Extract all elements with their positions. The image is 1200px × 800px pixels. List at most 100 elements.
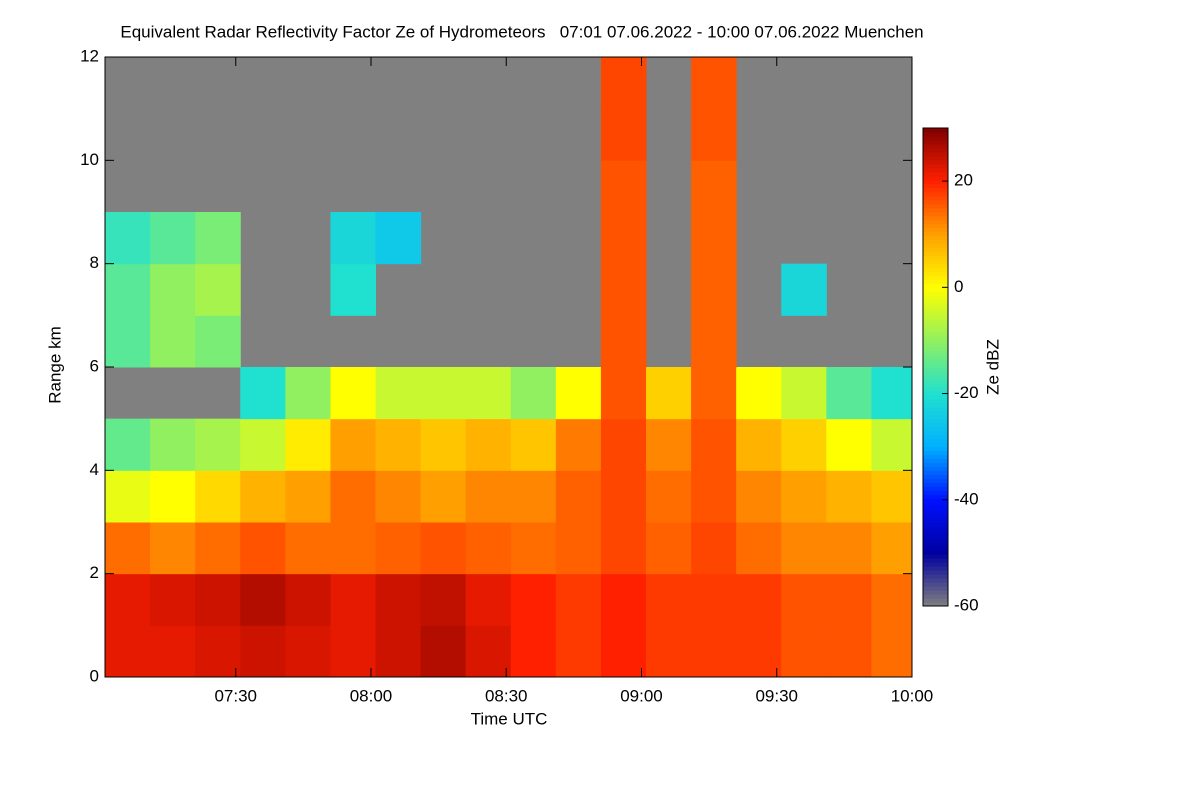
heatmap-cell bbox=[105, 418, 151, 471]
colorbar-segment bbox=[923, 139, 948, 145]
colorbar-segment bbox=[923, 207, 948, 213]
heatmap-cell bbox=[195, 418, 241, 471]
heatmap-cell bbox=[330, 367, 377, 420]
heatmap-cell bbox=[826, 418, 872, 471]
y-tick-label: 4 bbox=[90, 460, 99, 479]
colorbar-segment bbox=[923, 187, 948, 193]
colorbar-tick-label: -20 bbox=[954, 383, 979, 402]
colorbar-segment bbox=[923, 522, 948, 527]
colorbar-segment bbox=[923, 275, 948, 280]
heatmap-cells bbox=[105, 57, 912, 677]
heatmap-cell bbox=[465, 470, 512, 523]
colorbar-segment bbox=[923, 327, 948, 332]
colorbar-segment bbox=[923, 131, 948, 137]
heatmap-cell bbox=[691, 367, 737, 420]
heatmap-cell bbox=[330, 263, 377, 316]
heatmap-cell bbox=[240, 573, 286, 626]
heatmap-cell bbox=[105, 263, 151, 316]
colorbar-segment bbox=[923, 159, 948, 165]
colorbar-segment bbox=[923, 215, 948, 221]
heatmap-cell bbox=[646, 522, 692, 575]
heatmap-cell bbox=[826, 522, 872, 575]
heatmap-cell bbox=[736, 625, 782, 677]
heatmap-cell bbox=[510, 573, 557, 626]
colorbar-segment bbox=[923, 434, 948, 440]
heatmap-cell bbox=[150, 625, 196, 677]
heatmap-cell bbox=[105, 625, 151, 677]
colorbar-segment bbox=[923, 339, 948, 344]
colorbar-segment bbox=[923, 251, 948, 256]
heatmap-cell bbox=[691, 418, 737, 471]
heatmap-cell bbox=[691, 108, 737, 161]
colorbar-segment bbox=[923, 414, 948, 420]
colorbar-segment bbox=[923, 351, 948, 356]
heatmap-cell bbox=[826, 573, 872, 626]
heatmap-cell bbox=[691, 573, 737, 626]
heatmap-cell bbox=[420, 367, 467, 420]
heatmap-cell bbox=[871, 573, 912, 626]
heatmap-cell bbox=[285, 625, 331, 677]
heatmap-cell bbox=[105, 212, 151, 265]
colorbar-segment bbox=[923, 128, 948, 133]
heatmap-cell bbox=[691, 625, 737, 677]
colorbar-segment bbox=[923, 295, 948, 300]
colorbar-segment bbox=[923, 590, 948, 595]
heatmap-cell bbox=[375, 522, 422, 575]
heatmap-cell bbox=[871, 418, 912, 471]
colorbar-segment bbox=[923, 438, 948, 444]
heatmap-cell bbox=[375, 367, 422, 420]
colorbar-segment bbox=[923, 315, 948, 320]
heatmap-cell bbox=[736, 367, 782, 420]
heatmap-cell bbox=[195, 212, 241, 265]
colorbar-segment bbox=[923, 462, 948, 468]
colorbar-segment bbox=[923, 223, 948, 229]
colorbar-segment bbox=[923, 179, 948, 185]
colorbar-segment bbox=[923, 498, 948, 503]
heatmap-cell bbox=[285, 522, 331, 575]
colorbar-segment bbox=[923, 506, 948, 511]
colorbar-segment bbox=[923, 550, 948, 555]
colorbar-segment bbox=[923, 171, 948, 177]
heatmap-cell bbox=[285, 470, 331, 523]
colorbar-segment bbox=[923, 378, 948, 384]
heatmap-cell bbox=[150, 470, 196, 523]
heatmap-cell bbox=[195, 315, 241, 368]
heatmap-cell bbox=[105, 573, 151, 626]
y-tick-label: 2 bbox=[90, 563, 99, 582]
colorbar-segment bbox=[923, 243, 948, 248]
colorbar-segment bbox=[923, 570, 948, 575]
colorbar-segment bbox=[923, 586, 948, 591]
heatmap-cell bbox=[375, 470, 422, 523]
colorbar-segment bbox=[923, 578, 948, 583]
colorbar-segment bbox=[923, 406, 948, 412]
heatmap-cell bbox=[555, 522, 602, 575]
colorbar-segment bbox=[923, 191, 948, 197]
heatmap-cell bbox=[510, 625, 557, 677]
colorbar-segment bbox=[923, 359, 948, 364]
colorbar-segment bbox=[923, 374, 948, 380]
colorbar-segment bbox=[923, 195, 948, 201]
x-tick-label: 08:30 bbox=[485, 686, 528, 705]
heatmap-cell bbox=[600, 263, 647, 316]
heatmap-cell bbox=[600, 418, 647, 471]
heatmap-cell bbox=[240, 522, 286, 575]
colorbar-segment bbox=[923, 307, 948, 312]
y-axis-label: Range km bbox=[45, 326, 64, 403]
colorbar-segment bbox=[923, 227, 948, 233]
heatmap-cell bbox=[600, 522, 647, 575]
y-tick-label: 12 bbox=[80, 46, 99, 65]
heatmap-cell bbox=[600, 212, 647, 265]
colorbar-tick-label: -60 bbox=[954, 595, 979, 614]
y-tick-label: 8 bbox=[90, 253, 99, 272]
heatmap-cell bbox=[555, 418, 602, 471]
colorbar-segment bbox=[923, 538, 948, 543]
colorbar-segment bbox=[923, 426, 948, 432]
y-tick-label: 0 bbox=[90, 666, 99, 685]
heatmap-cell bbox=[420, 418, 467, 471]
colorbar-segment bbox=[923, 598, 948, 603]
heatmap-cell bbox=[871, 522, 912, 575]
heatmap-cell bbox=[781, 470, 827, 523]
colorbar-segment bbox=[923, 147, 948, 153]
colorbar-segment bbox=[923, 343, 948, 348]
